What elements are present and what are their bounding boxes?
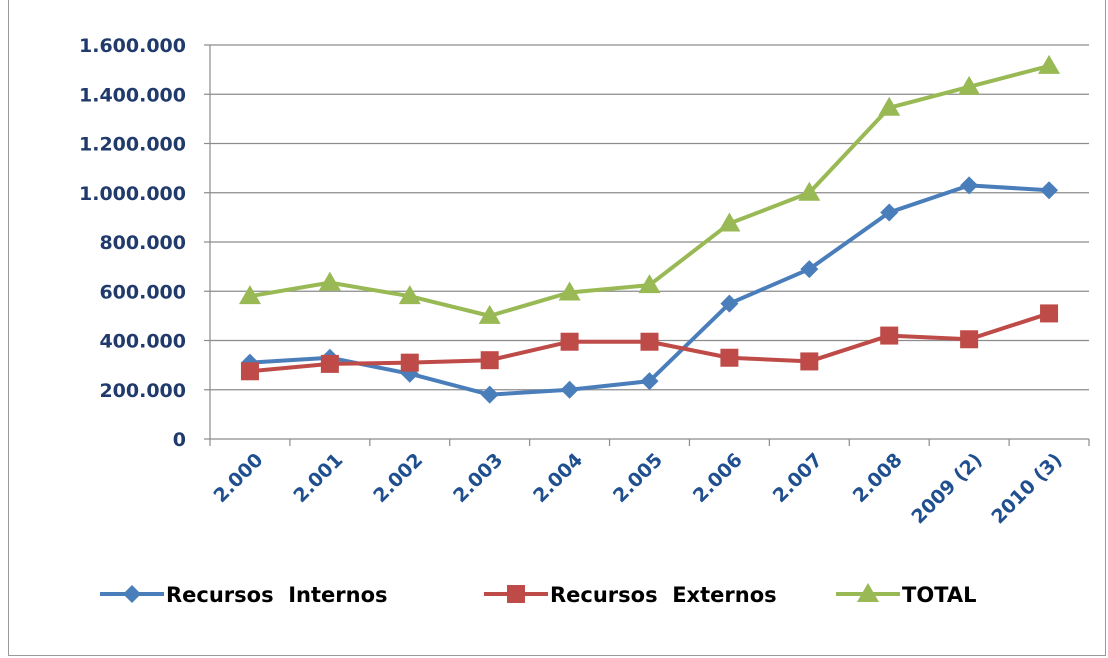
data-point — [318, 271, 341, 291]
x-tick-label: 2.005 — [609, 449, 667, 507]
x-tick-label: 2.008 — [849, 449, 907, 507]
data-point — [880, 203, 899, 222]
y-tick-label: 800.000 — [99, 232, 186, 254]
data-point — [560, 332, 579, 351]
legend-marker — [507, 585, 525, 603]
y-tick-label: 1.400.000 — [79, 84, 186, 106]
data-point — [878, 96, 901, 116]
y-tick-label: 1.200.000 — [79, 134, 186, 156]
data-point — [558, 281, 581, 301]
data-point — [560, 380, 579, 399]
series-group — [238, 54, 1061, 404]
data-point — [240, 362, 259, 381]
series-1 — [240, 304, 1059, 381]
x-tick-label: 2.003 — [449, 449, 507, 507]
data-point — [320, 354, 339, 373]
chart-frame — [8, 0, 1106, 656]
data-point — [718, 212, 741, 232]
data-point — [1040, 181, 1059, 200]
data-point — [800, 352, 819, 371]
y-tick-label: 1.600.000 — [79, 35, 186, 57]
x-axis-ticks: 2.000 2.001 2.002 2.003 2.004 2.005 2.006 2.007… — [209, 449, 1066, 528]
legend-marker — [123, 585, 141, 603]
x-tick-label: 2.004 — [529, 449, 587, 507]
data-point — [400, 353, 419, 372]
series-0 — [240, 176, 1059, 404]
data-point — [640, 332, 659, 351]
data-point — [398, 285, 421, 305]
data-point — [958, 75, 981, 95]
x-tick-label: 2.002 — [369, 449, 427, 507]
legend-entry: Recursos Externos — [484, 583, 777, 607]
data-point — [720, 348, 739, 367]
x-tick-label: 2.006 — [689, 449, 747, 507]
data-point — [480, 351, 499, 370]
x-tick-label: 2009 (2) — [907, 449, 986, 528]
legend-entry: TOTAL — [836, 583, 977, 607]
data-point — [1040, 304, 1059, 323]
legend-marker — [857, 583, 879, 602]
data-point — [478, 304, 501, 324]
x-tick-label: 2.007 — [769, 449, 827, 507]
x-tick-label: 2.001 — [289, 449, 347, 507]
data-point — [480, 385, 499, 404]
legend-label: Recursos Externos — [550, 583, 777, 607]
data-point — [880, 326, 899, 345]
legend-label: TOTAL — [902, 583, 977, 607]
y-tick-label: 1.000.000 — [79, 183, 186, 205]
axes — [204, 44, 1090, 446]
legend-label: Recursos Internos — [166, 583, 388, 607]
series-2 — [238, 54, 1061, 324]
data-point — [638, 274, 661, 294]
chart-title: 2000-2010 — [0, 0, 1108, 4]
legend: Recursos Internos Recursos Externos TOTAL — [100, 583, 977, 607]
data-point — [238, 285, 261, 305]
legend-entry: Recursos Internos — [100, 583, 388, 607]
data-point — [800, 260, 819, 279]
data-point — [960, 330, 979, 349]
data-point — [960, 176, 979, 195]
y-tick-label: 400.000 — [99, 331, 186, 353]
y-tick-label: 0 — [173, 429, 186, 451]
data-point — [640, 372, 659, 391]
data-point — [798, 181, 821, 201]
x-tick-label: 2010 (3) — [987, 449, 1066, 528]
x-tick-label: 2.000 — [209, 449, 267, 507]
y-tick-label: 200.000 — [99, 380, 186, 402]
y-tick-label: 600.000 — [99, 281, 186, 303]
data-point — [1038, 54, 1061, 74]
y-axis-ticks: 0 200.000 400.000 600.000 800.000 1.000.000 1.… — [79, 35, 186, 451]
data-point — [720, 294, 739, 313]
